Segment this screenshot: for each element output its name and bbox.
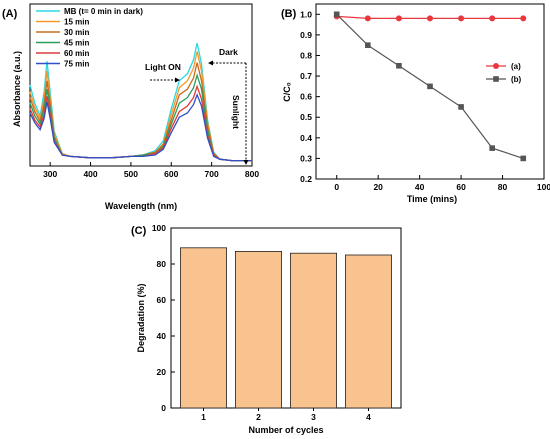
panel-b-ytick-label: 0.7: [300, 71, 312, 81]
panel-a-legend-label-0: MB (t= 0 min in dark): [64, 7, 143, 16]
panel-a-legend-label-1: 15 min: [64, 18, 89, 27]
panel-c-label: (C): [131, 225, 147, 237]
panel-a-xlabel: Wavelength (nm): [105, 201, 177, 211]
panel-c-xlabel: Number of cycles: [248, 425, 323, 435]
panel-a-xtick-label: 800: [245, 169, 259, 179]
panel-c-ytick-label: 100: [152, 223, 166, 233]
sunlight-annotation: Sunlight: [231, 95, 241, 129]
panel-c-ytick-label: 0: [161, 403, 166, 413]
panel-b-ytick-label: 0.3: [300, 153, 312, 163]
panel-c-xtick-label: 3: [311, 412, 316, 422]
panel-c-xtick-label: 2: [256, 412, 261, 422]
panel-c-frame: [170, 227, 402, 409]
panel-b-legend-label-1: (b): [511, 75, 522, 84]
panel-b-point-a: [364, 15, 371, 22]
light-on-arrowhead: [175, 77, 180, 83]
panel-c: (C) 0 20 40 60 80 100 1 2 3 4 Number of cycles De…: [131, 223, 402, 435]
panel-c-ytick-label: 60: [157, 295, 167, 305]
panel-b-ytick-label: 0.9: [300, 30, 312, 40]
panel-c-bars: [179, 247, 392, 409]
light-on-annotation: Light ON: [145, 62, 181, 72]
panel-a-series-line-2: [29, 62, 252, 162]
panel-a-legend-label-2: 30 min: [64, 28, 89, 37]
panel-c-ylabel: Degradation (%): [136, 283, 146, 352]
panel-b-point-b: [396, 62, 402, 69]
panel-c-bar-3: [289, 252, 337, 409]
panel-b-point-b: [458, 104, 464, 110]
panel-b-ytick-label: 1.0: [300, 9, 312, 19]
panel-b-legend: (a) (b): [486, 62, 522, 84]
panel-b-xtick-label: 20: [373, 182, 383, 192]
panel-b: (B) 0 20 40 60 80 100 0.2 0.3 0.4 0.5 0.6 0.7 0.8 0.9…: [281, 3, 550, 204]
panel-b-ytick-label: 0.5: [300, 112, 312, 122]
panel-b-legend-label-0: (a): [511, 62, 521, 71]
panel-b-xtick-label: 80: [498, 182, 508, 192]
dark-annotation: Dark: [219, 47, 238, 57]
panel-b-point-b: [333, 11, 340, 18]
panel-b-ytick-label: 0.6: [300, 92, 312, 102]
panel-c-ytick-label: 20: [157, 367, 167, 377]
panel-b-ytick-label: 0.4: [300, 133, 312, 143]
panel-a: (A) 300 400 500 600 700 800 Wavelength (nm) A…: [2, 3, 259, 211]
panel-a-legend-label-5: 75 min: [64, 60, 89, 69]
panel-a-series: [29, 42, 252, 162]
panel-c-xtick-label: 1: [201, 412, 206, 422]
panel-c-bar-1: [179, 247, 227, 409]
panel-a-ylabel: Absorbance (a.u.): [12, 51, 22, 127]
panel-b-ytick-label: 0.2: [300, 174, 312, 184]
panel-b-xlabel: Time (mins): [407, 194, 457, 204]
panel-a-xtick-label: 700: [205, 169, 219, 179]
panel-b-legend-marker-1: [493, 76, 499, 82]
panel-b-point-b: [427, 83, 433, 90]
panel-b-label: (B): [281, 8, 297, 20]
panel-c-bar-4: [344, 254, 392, 409]
panel-b-xtick-label: 0: [334, 182, 339, 192]
panel-b-point-a: [427, 15, 433, 22]
panel-b-series: [333, 11, 527, 162]
panel-a-xtick-label: 600: [164, 169, 178, 179]
panel-c-xtick-label: 4: [366, 412, 371, 422]
panel-b-ylabel: C/C₀: [282, 82, 292, 102]
panel-b-point-a: [489, 15, 496, 22]
panel-c-bar-2: [234, 250, 282, 409]
sunlight-arrowhead: [243, 160, 249, 165]
panel-a-label: (A): [2, 8, 18, 20]
panel-b-point-b: [489, 145, 495, 151]
panel-a-series-line-5: [29, 92, 252, 162]
panel-a-xtick-label: 500: [124, 169, 138, 179]
panel-b-point-a: [458, 15, 465, 22]
panel-b-point-a: [520, 15, 527, 22]
panel-a-xtick-label: 300: [43, 169, 57, 179]
panel-b-xtick-label: 60: [456, 182, 466, 192]
panel-b-legend-marker-0: [493, 63, 499, 69]
panel-a-xticks: 300 400 500 600 700 800: [43, 162, 259, 179]
panel-b-point-a: [395, 15, 402, 22]
panel-a-legend-label-4: 60 min: [64, 49, 89, 58]
panel-b-point-b: [520, 155, 527, 162]
panel-b-point-b: [365, 42, 371, 48]
panel-c-ytick-label: 80: [157, 259, 167, 269]
dark-arrowhead: [208, 60, 213, 66]
panel-a-series-line-3: [29, 72, 252, 162]
panel-a-xtick-label: 400: [83, 169, 97, 179]
panel-b-axes: 0 20 40 60 80 100 0.2 0.3 0.4 0.5 0.6 0.7 0.8 0.9 1.0: [300, 9, 550, 192]
panel-b-ytick-label: 0.8: [300, 50, 312, 60]
panel-c-ytick-label: 40: [157, 331, 167, 341]
panel-b-frame: [315, 3, 545, 180]
panel-b-xtick-label: 100: [537, 182, 550, 192]
panel-a-legend-label-3: 45 min: [64, 39, 89, 48]
panel-c-axes: 0 20 40 60 80 100 1 2 3 4: [152, 223, 371, 422]
panel-a-series-line-4: [29, 84, 252, 162]
panel-b-xtick-label: 40: [415, 182, 425, 192]
